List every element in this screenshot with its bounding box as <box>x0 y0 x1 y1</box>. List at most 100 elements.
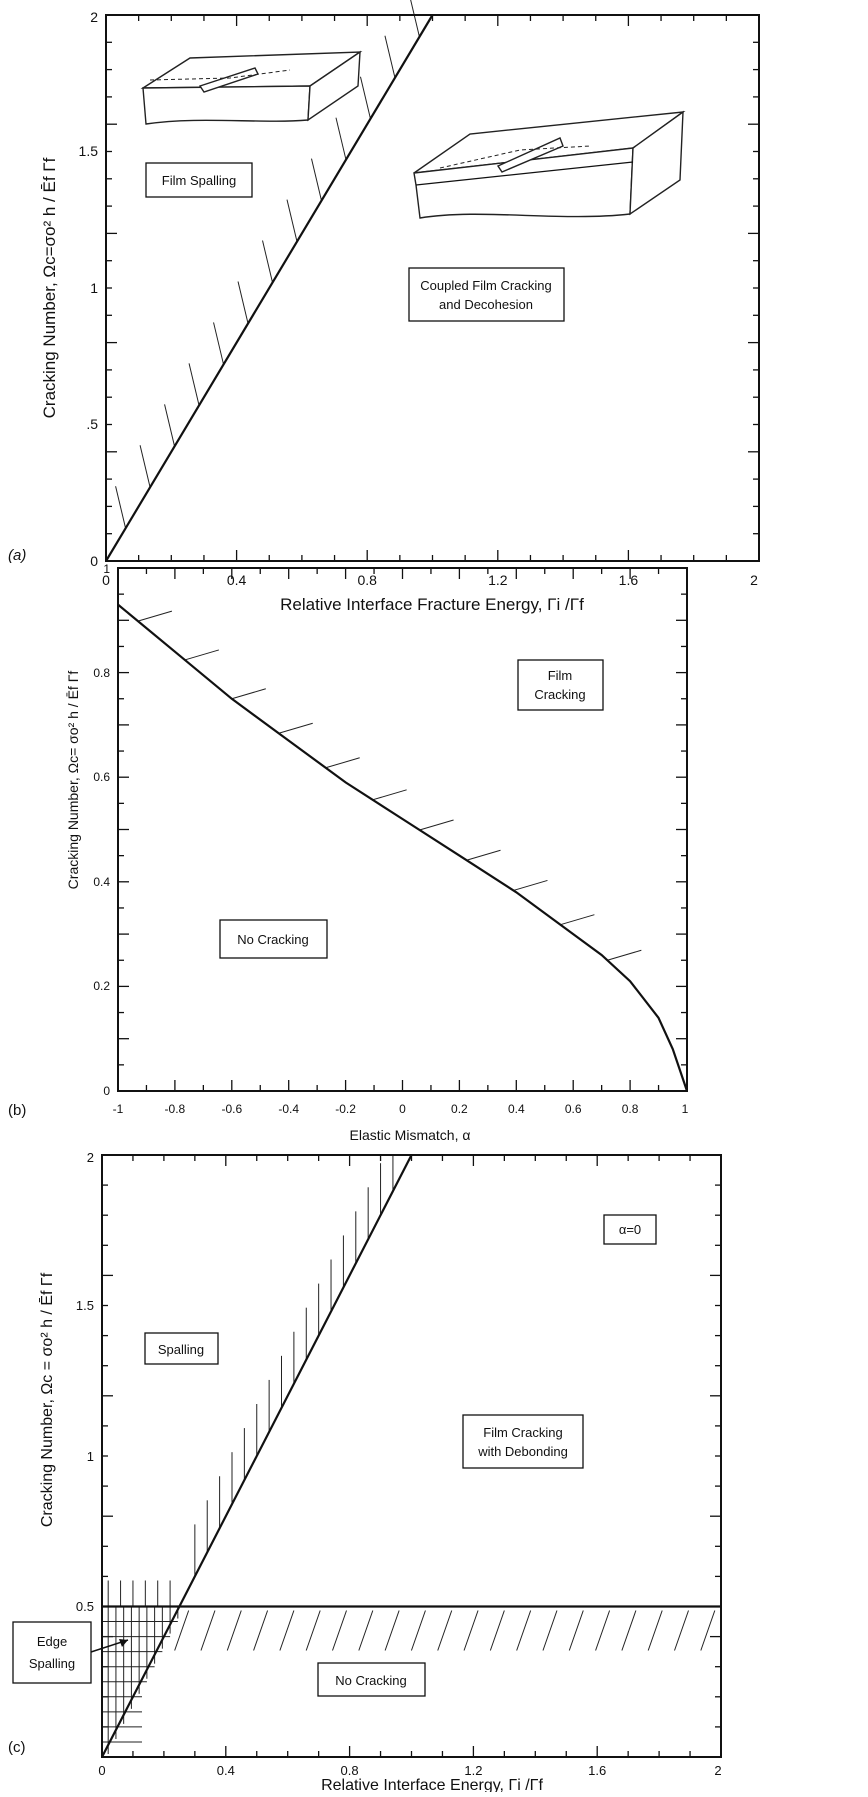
panel-b-ytick-label: 0.8 <box>93 666 110 680</box>
panel-c-diagonal-hatch <box>305 1610 321 1651</box>
panel-a-boundary-line <box>105 14 434 562</box>
panel-c-ytick-label: 0.5 <box>76 1599 94 1614</box>
panel-b-ytick-label: 0.2 <box>93 979 110 993</box>
panel-c-diagonal-hatch <box>437 1610 453 1651</box>
panel-b-xtick-label: 0.8 <box>622 1102 639 1116</box>
panel-c-diagonal-hatch <box>595 1610 611 1651</box>
panel-c-diagonal-hatch <box>279 1610 295 1651</box>
panel-b-ytick-label: 0 <box>103 1084 110 1098</box>
panel-a-hatch-mark <box>115 486 127 529</box>
film-spalling-sketch <box>140 50 363 125</box>
panel-b-xtick-label: 0.6 <box>565 1102 582 1116</box>
panel-b-xtick-label: -0.6 <box>221 1102 242 1116</box>
panel-c-diagonal-hatch <box>358 1610 374 1651</box>
panel-c-diagonal-hatch <box>253 1610 269 1651</box>
decohesion-label: and Decohesion <box>439 297 533 312</box>
panel-a-ytick-label: 2 <box>90 9 98 25</box>
panel-a-xtick-label: 0.8 <box>357 572 377 588</box>
panel-c-spalling-boundary <box>101 1154 413 1758</box>
panel-b-hatch-mark <box>419 819 454 831</box>
panel-a-hatch-mark <box>262 240 274 283</box>
panel-a-hatch-mark <box>311 158 322 201</box>
panel-a-hatch-mark <box>237 281 249 324</box>
panel-c-xtick-label: 1.2 <box>464 1763 482 1778</box>
alpha-label: α=0 <box>619 1222 641 1237</box>
panel-c-diagonal-hatch <box>174 1610 190 1651</box>
panel-b-hatch-mark <box>513 879 548 891</box>
panel-b-xtick-label: -0.4 <box>278 1102 299 1116</box>
panel-c-diagonal-hatch <box>542 1610 558 1651</box>
panel-b-hatch-mark <box>278 722 313 734</box>
alpha-label-box <box>603 1214 657 1245</box>
panel-b-hatch-mark <box>372 789 407 801</box>
panel-b-ytick-label: 0.6 <box>93 770 110 784</box>
panel-c-ylabel: Cracking Number, Ωc = σo² h / Ēf Γf <box>38 1272 56 1527</box>
panel-b-xtick-label: -0.8 <box>165 1102 186 1116</box>
panel-a-hatch-marks <box>115 0 420 529</box>
with-debonding-label: with Debonding <box>477 1444 568 1459</box>
panel-c-hatch-marks <box>102 1155 716 1754</box>
spalling-label: Spalling <box>158 1342 204 1357</box>
panel-b-hatch-mark <box>137 610 173 622</box>
panel-c-label: (c) <box>8 1739 26 1756</box>
panel-a-hatch-mark <box>359 76 371 119</box>
panel-c-xlabel: Relative Interface Energy, Γi /Γf <box>321 1777 543 1792</box>
panel-b-ylabel: Cracking Number, Ωc= σo² h / Ēf Γf <box>65 671 81 890</box>
panel-b-hatch-mark <box>560 914 595 926</box>
edge-spalling-label: Spalling <box>29 1656 75 1671</box>
panel-b-xlabel: Elastic Mismatch, α <box>350 1127 471 1143</box>
panel-c-xtick-label: 0.8 <box>341 1763 359 1778</box>
panel-b-xtick-label: 1 <box>682 1102 689 1116</box>
panel-c-diagonal-hatch <box>516 1610 532 1651</box>
panel-a-xtick-label: 0.4 <box>227 572 247 588</box>
no-cracking-label: No Cracking <box>335 1673 407 1688</box>
panel-c: (c) 0 0.4 0.8 1.2 1.6 2 0.5 1 1.5 2 Rela… <box>8 1150 722 1794</box>
edge-label: Edge <box>37 1634 67 1649</box>
panel-a-hatch-mark <box>384 35 396 78</box>
no-cracking-label: No Cracking <box>237 932 309 947</box>
edge-spalling-arrowhead <box>119 1639 128 1647</box>
film-cracking-label: Film Cracking <box>483 1425 562 1440</box>
panel-c-xtick-label: 1.6 <box>588 1763 606 1778</box>
panel-c-xtick-label: 2 <box>714 1763 721 1778</box>
panel-c-xtick-label: 0.4 <box>217 1763 235 1778</box>
panel-a-ylabel: Cracking Number, Ωc=σo² h / Ēf Γf <box>40 157 59 418</box>
panel-a-ytick-label: 0 <box>90 553 98 569</box>
no-cracking-label-box <box>317 1662 426 1697</box>
panel-c-diagonal-hatch <box>463 1610 479 1651</box>
panel-c-diagonal-hatch <box>384 1610 400 1651</box>
panel-b-hatch-mark <box>466 849 501 861</box>
cracking-label: Cracking <box>534 687 585 702</box>
film-cracking-sketch <box>413 110 686 219</box>
panel-b-boundary-curve <box>117 603 689 1092</box>
panel-c-diagonal-hatch <box>332 1610 347 1651</box>
panel-a-xtick-label: 0 <box>102 572 110 588</box>
panel-b-hatch-marks <box>137 610 642 961</box>
panel-a-label: (a) <box>8 547 26 564</box>
panel-c-diagonal-hatch <box>226 1610 242 1651</box>
panel-c-diagonal-hatch <box>647 1610 663 1651</box>
panel-a-hatch-mark <box>188 363 200 406</box>
panel-a-ytick-label: 1 <box>90 280 98 296</box>
film-cracking-label-box <box>517 659 604 711</box>
edge-spalling-label-box <box>12 1621 92 1684</box>
film-cracking-debonding-label-box <box>462 1414 584 1469</box>
film-spalling-label: Film Spalling <box>162 173 236 188</box>
panel-c-diagonal-hatch <box>674 1610 689 1651</box>
panel-b-xtick-label: -0.2 <box>335 1102 356 1116</box>
panel-b-hatch-mark <box>184 649 219 661</box>
panel-b-xtick-label: 0.2 <box>451 1102 468 1116</box>
panel-a-xtick-label: 1.2 <box>488 572 508 588</box>
panel-c-ytick-label: 1 <box>87 1449 94 1464</box>
panel-a: (a) 0 0.4 0.8 1.2 1.6 2 0 .5 1 1.5 2 Rel… <box>8 0 760 614</box>
panel-c-ytick-label: 2 <box>87 1150 94 1165</box>
panel-c-diagonal-hatch <box>200 1610 216 1651</box>
panel-b-label: (b) <box>8 1102 26 1119</box>
panel-b-xtick-label: -1 <box>113 1102 124 1116</box>
panel-a-hatch-mark <box>286 199 298 242</box>
film-label: Film <box>548 668 573 683</box>
panel-c-diagonal-hatch <box>621 1610 637 1651</box>
panel-a-hatch-mark <box>213 322 225 365</box>
panel-b-hatch-mark <box>231 688 266 700</box>
panel-a-hatch-mark <box>139 445 151 488</box>
